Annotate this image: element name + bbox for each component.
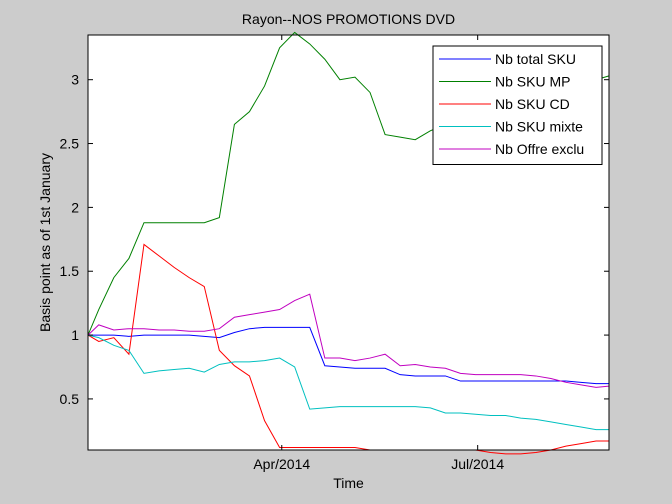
y-axis-label: Basis point as of 1st January bbox=[37, 153, 53, 332]
x-tick-label: Apr/2014 bbox=[253, 456, 310, 472]
series-layer bbox=[87, 31, 610, 455]
y-tick-label: 1.5 bbox=[60, 263, 80, 279]
y-tick-label: 2.5 bbox=[60, 136, 80, 152]
y-tick-label: 1 bbox=[71, 327, 79, 343]
series-line-1 bbox=[88, 326, 609, 385]
series-line-5 bbox=[87, 293, 610, 388]
legend-label: Nb SKU CD bbox=[495, 96, 570, 112]
series-line-3 bbox=[87, 243, 609, 455]
plot-frame bbox=[87, 34, 610, 451]
y-tick-label: 0.5 bbox=[60, 391, 80, 407]
chart-title: Rayon--NOS PROMOTIONS DVD bbox=[242, 11, 455, 27]
y-tick-label: 3 bbox=[71, 72, 79, 88]
axis-layer: 0.5 1 1.5 2 2.5 3 Apr/2014 Jul/2014 bbox=[60, 35, 609, 472]
x-tick-label: Jul/2014 bbox=[451, 456, 504, 472]
legend: Nb total SKU Nb SKU MP Nb SKU CD Nb SKU mix… bbox=[432, 45, 603, 165]
legend-label: Nb SKU mixte bbox=[495, 119, 583, 135]
series-line-4 bbox=[87, 334, 609, 431]
legend-label: Nb total SKU bbox=[495, 51, 576, 67]
legend-box bbox=[432, 45, 603, 165]
x-axis-label: Time bbox=[333, 475, 364, 491]
y-tick-label: 2 bbox=[71, 199, 79, 215]
legend-label: Nb Offre exclu bbox=[495, 141, 584, 157]
legend-label: Nb SKU MP bbox=[495, 74, 570, 90]
